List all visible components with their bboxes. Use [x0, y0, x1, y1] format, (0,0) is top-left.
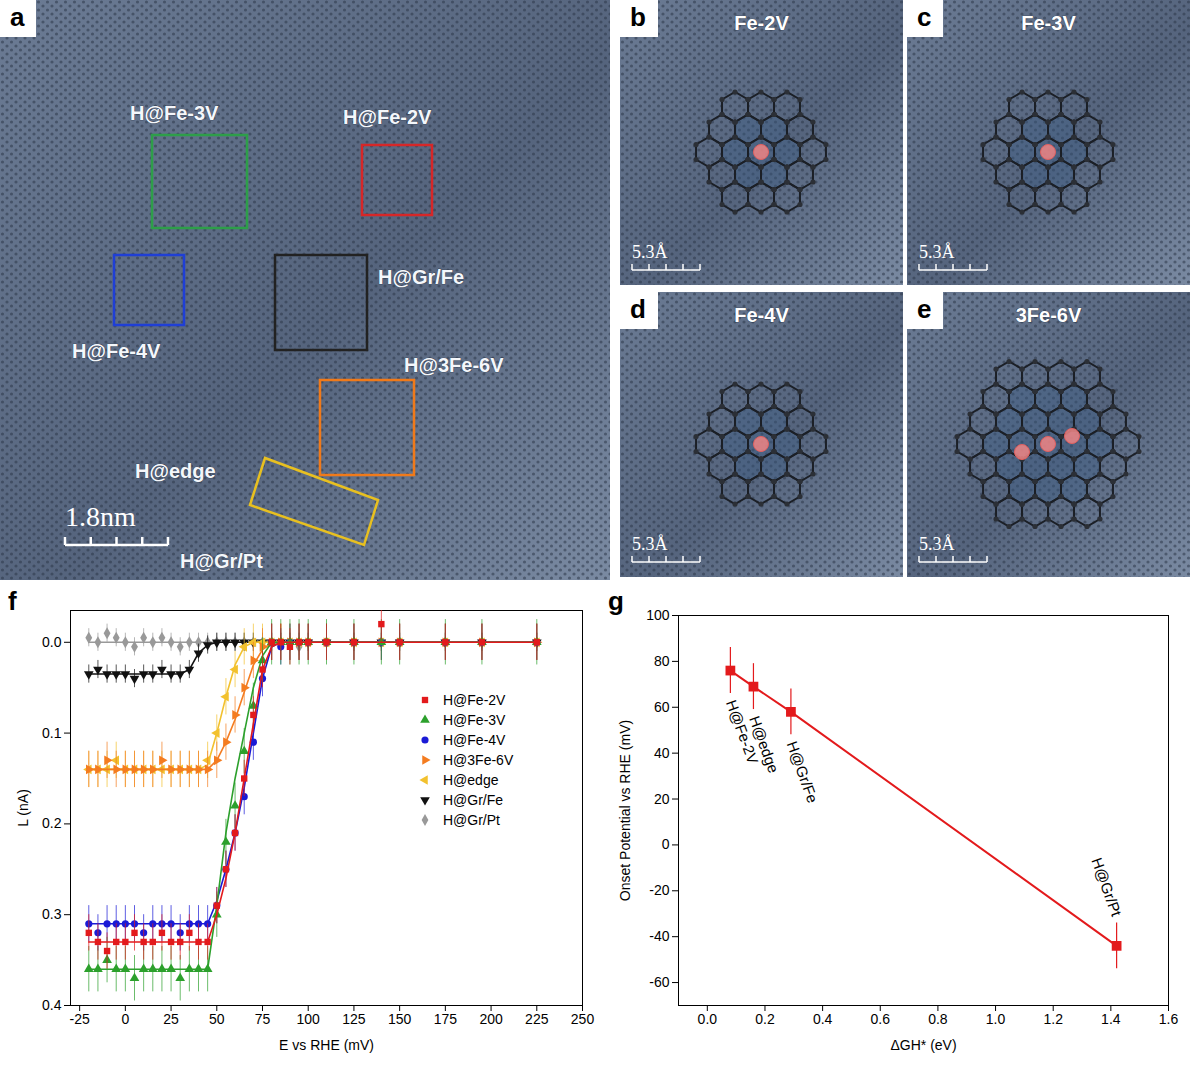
svg-text:125: 125 [342, 1011, 366, 1027]
svg-text:0.3: 0.3 [42, 906, 62, 922]
svg-text:100: 100 [297, 1011, 321, 1027]
svg-text:200: 200 [479, 1011, 503, 1027]
svg-text:H@3Fe-6V: H@3Fe-6V [404, 354, 504, 376]
svg-text:1.0: 1.0 [986, 1011, 1006, 1027]
svg-text:40: 40 [654, 745, 670, 761]
svg-text:0.2: 0.2 [755, 1011, 775, 1027]
svg-text:5.3Å: 5.3Å [632, 534, 668, 554]
svg-text:0.0: 0.0 [698, 1011, 718, 1027]
svg-text:0: 0 [662, 836, 670, 852]
svg-text:H@Fe-4V: H@Fe-4V [72, 340, 161, 362]
svg-text:ΔGH* (eV): ΔGH* (eV) [890, 1037, 956, 1053]
svg-text:250: 250 [571, 1011, 595, 1027]
svg-text:1.2: 1.2 [1043, 1011, 1063, 1027]
svg-text:60: 60 [654, 699, 670, 715]
svg-text:L (nA): L (nA) [15, 789, 31, 827]
svg-text:H@Gr/Fe: H@Gr/Fe [784, 739, 822, 805]
svg-text:175: 175 [434, 1011, 458, 1027]
svg-text:0.8: 0.8 [928, 1011, 948, 1027]
html-text:a: a [10, 2, 25, 32]
svg-text:H@Gr/Pt: H@Gr/Pt [180, 550, 263, 572]
html-text:g: g [608, 586, 624, 616]
html-text:H@Gr/Pt: H@Gr/Pt [443, 812, 500, 828]
svg-text:25: 25 [163, 1011, 179, 1027]
html-text:e: e [917, 294, 932, 324]
svg-text:0: 0 [121, 1011, 129, 1027]
svg-text:5.3Å: 5.3Å [632, 242, 668, 262]
svg-text:80: 80 [654, 653, 670, 669]
svg-text:H@Fe-2V: H@Fe-2V [343, 106, 432, 128]
svg-text:Fe-2V: Fe-2V [734, 12, 789, 34]
svg-text:150: 150 [388, 1011, 412, 1027]
html-text:H@3Fe-6V: H@3Fe-6V [443, 752, 514, 768]
html-text:b: b [630, 2, 646, 32]
html-text:d: d [630, 294, 646, 324]
svg-text:H@edge: H@edge [746, 713, 782, 775]
svg-text:5.3Å: 5.3Å [919, 534, 955, 554]
svg-text:H@Fe-3V: H@Fe-3V [130, 102, 219, 124]
html-text:H@Fe-3V: H@Fe-3V [443, 712, 506, 728]
svg-text:-60: -60 [649, 974, 669, 990]
svg-text:100: 100 [646, 607, 670, 623]
svg-text:E vs RHE (mV): E vs RHE (mV) [279, 1037, 374, 1053]
svg-text:-20: -20 [649, 882, 669, 898]
svg-text:1.6: 1.6 [1159, 1011, 1179, 1027]
svg-text:1.8nm: 1.8nm [65, 501, 136, 532]
svg-text:0.6: 0.6 [871, 1011, 891, 1027]
html-text:H@Fe-4V: H@Fe-4V [443, 732, 506, 748]
svg-text:0.4: 0.4 [42, 997, 62, 1013]
svg-text:20: 20 [654, 791, 670, 807]
svg-text:3Fe-6V: 3Fe-6V [1016, 304, 1082, 326]
svg-text:Onset Potential vs RHE (mV): Onset Potential vs RHE (mV) [617, 720, 633, 901]
svg-text:1.4: 1.4 [1101, 1011, 1121, 1027]
html-text:c: c [917, 2, 932, 32]
html-text:H@Fe-2V: H@Fe-2V [443, 692, 506, 708]
svg-text:0.1: 0.1 [42, 725, 62, 741]
svg-text:Fe-4V: Fe-4V [734, 304, 789, 326]
svg-text:H@Gr/Pt: H@Gr/Pt [1088, 855, 1125, 919]
svg-text:-25: -25 [70, 1011, 90, 1027]
svg-text:0.0: 0.0 [42, 634, 62, 650]
html-text:f: f [8, 586, 17, 616]
svg-text:75: 75 [255, 1011, 271, 1027]
html-text:H@Gr/Fe: H@Gr/Fe [443, 792, 504, 808]
svg-text:H@Gr/Fe: H@Gr/Fe [378, 266, 464, 288]
svg-text:-40: -40 [649, 928, 669, 944]
svg-text:Fe-3V: Fe-3V [1021, 12, 1076, 34]
svg-text:5.3Å: 5.3Å [919, 242, 955, 262]
svg-text:225: 225 [525, 1011, 549, 1027]
svg-text:H@Fe-2V: H@Fe-2V [723, 697, 762, 767]
svg-text:0.2: 0.2 [42, 815, 62, 831]
html-text:H@edge: H@edge [443, 772, 499, 788]
svg-text:50: 50 [209, 1011, 225, 1027]
svg-text:H@edge: H@edge [135, 460, 216, 482]
svg-text:0.4: 0.4 [813, 1011, 833, 1027]
